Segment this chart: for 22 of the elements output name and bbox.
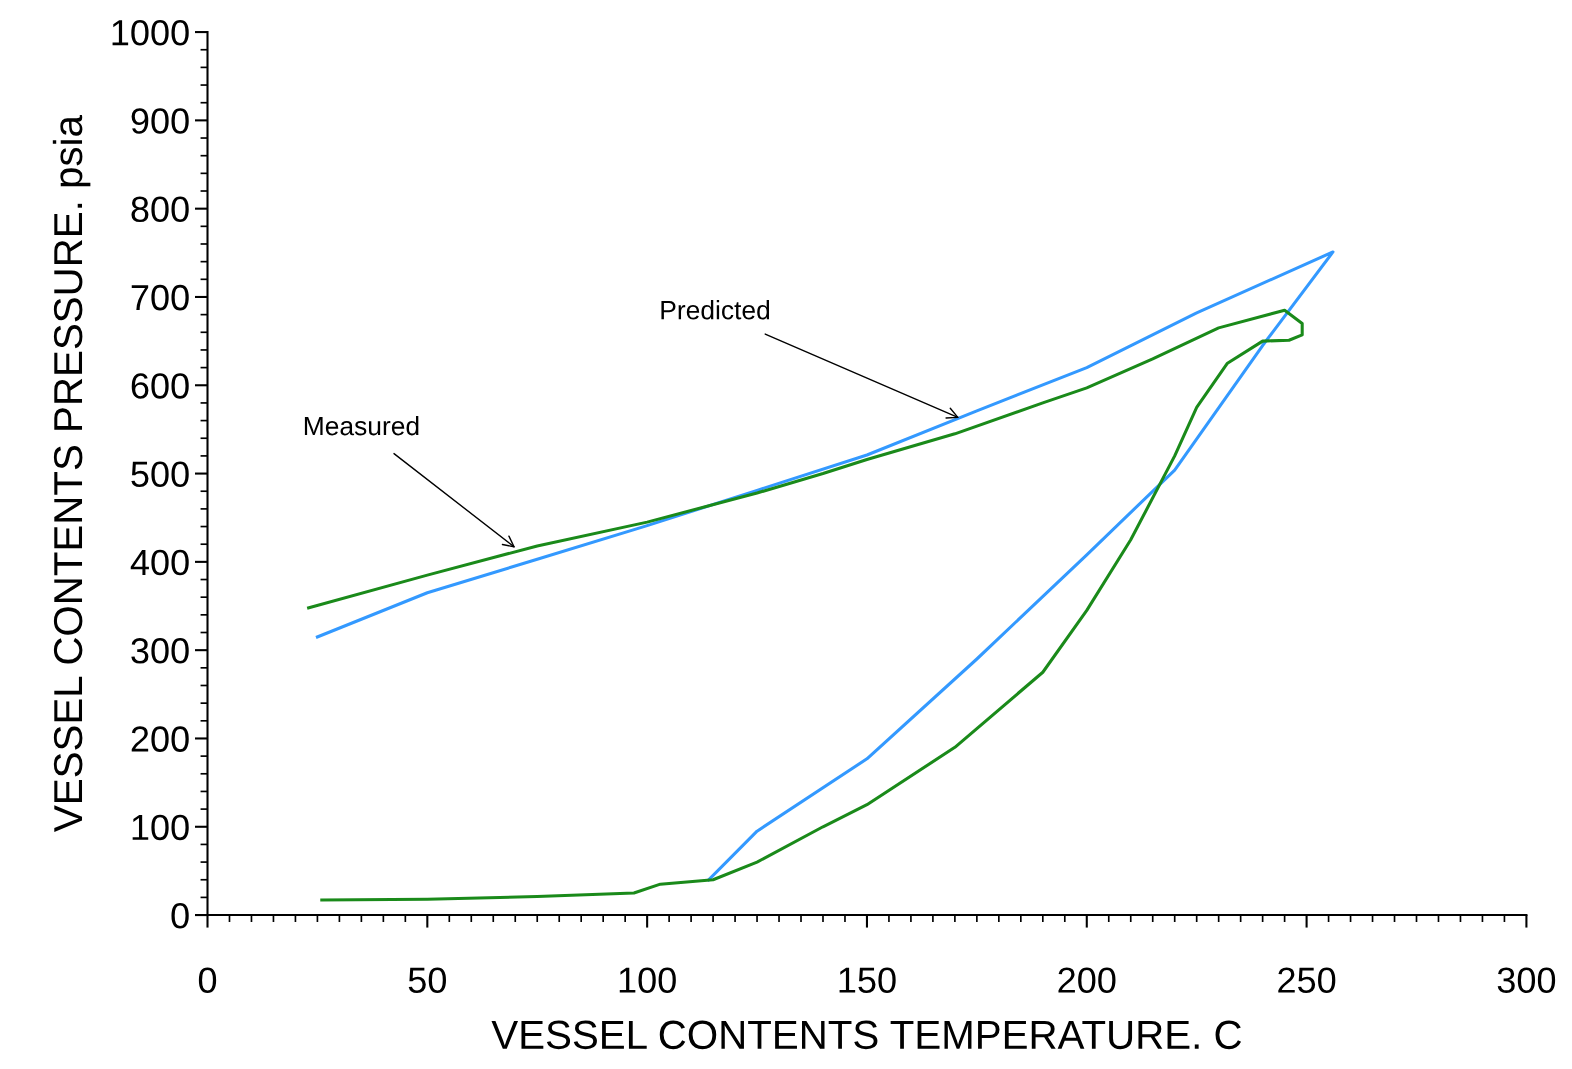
y-tick-label: 200 — [131, 726, 189, 752]
y-axis-title: VESSEL CONTENTS PRESSURE. psia — [52, 115, 91, 832]
x-tick-label: 0 — [198, 967, 217, 993]
y-tick-label: 600 — [131, 373, 189, 399]
annotation: Predicted — [661, 300, 770, 320]
x-tick-label: 50 — [408, 967, 446, 993]
x-tick-label: 300 — [1497, 967, 1556, 993]
y-tick-label: 800 — [131, 196, 189, 223]
annotation: Measured — [304, 415, 419, 436]
x-tick-label: 100 — [619, 967, 676, 993]
x-tick-label: 150 — [839, 967, 896, 993]
y-tick-label: 500 — [131, 461, 189, 488]
y-tick-label: 100 — [132, 814, 189, 841]
x-tick-label: 200 — [1058, 967, 1116, 993]
x-tick-label: 250 — [1278, 967, 1336, 993]
y-tick-label: 400 — [130, 549, 189, 576]
y-tick-label: 1000 — [112, 19, 189, 46]
y-tick-label: 300 — [131, 638, 189, 664]
y-tick-label: 700 — [131, 284, 189, 311]
y-tick-label: 900 — [131, 108, 189, 134]
y-tick-label: 0 — [171, 902, 189, 929]
x-axis-title: VESSEL CONTENTS TEMPERATURE. C — [491, 1020, 1242, 1050]
